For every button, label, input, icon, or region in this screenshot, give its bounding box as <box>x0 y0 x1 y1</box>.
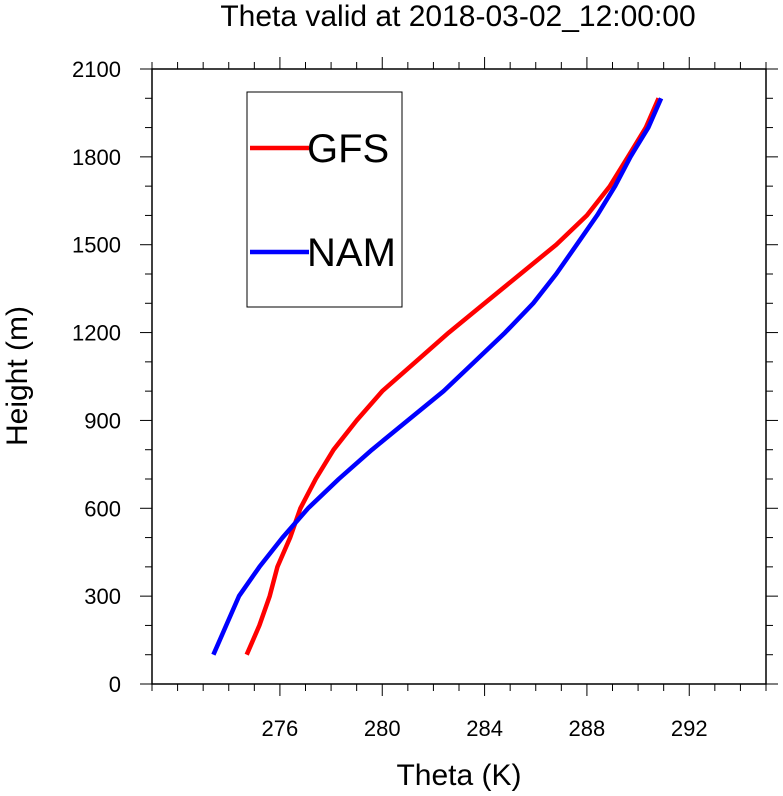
legend-label-nam: NAM <box>307 231 396 275</box>
legend-label-gfs: GFS <box>307 127 389 171</box>
y-tick-label: 1200 <box>72 321 121 346</box>
x-tick-label: 288 <box>569 716 606 741</box>
x-tick-label: 284 <box>466 716 503 741</box>
y-tick-label: 0 <box>109 672 121 697</box>
y-tick-label: 1800 <box>72 145 121 170</box>
x-tick-label: 280 <box>364 716 401 741</box>
y-tick-label: 300 <box>84 584 121 609</box>
y-tick-marks <box>140 68 778 685</box>
y-tick-label: 1500 <box>72 233 121 258</box>
x-tick-label: 276 <box>262 716 299 741</box>
y-tick-label: 900 <box>84 408 121 433</box>
series-line-nam <box>211 97 664 656</box>
y-axis-label: Height (m) <box>1 306 34 446</box>
y-tick-label: 600 <box>84 496 121 521</box>
y-tick-labels: 0 300 600 900 1200 1500 1800 2100 <box>72 57 121 697</box>
legend: GFS NAM <box>246 91 403 308</box>
x-axis-label: Theta (K) <box>396 759 521 792</box>
legend-box <box>246 91 403 308</box>
chart-title: Theta valid at 2018-03-02_12:00:00 <box>220 0 695 33</box>
x-tick-labels: 276 280 284 288 292 <box>262 716 708 741</box>
y-tick-label: 2100 <box>72 57 121 82</box>
plot-frame <box>151 68 767 685</box>
x-tick-label: 292 <box>671 716 708 741</box>
x-tick-marks <box>151 57 767 696</box>
series-line-gfs <box>244 97 661 656</box>
series-lines <box>211 97 664 656</box>
